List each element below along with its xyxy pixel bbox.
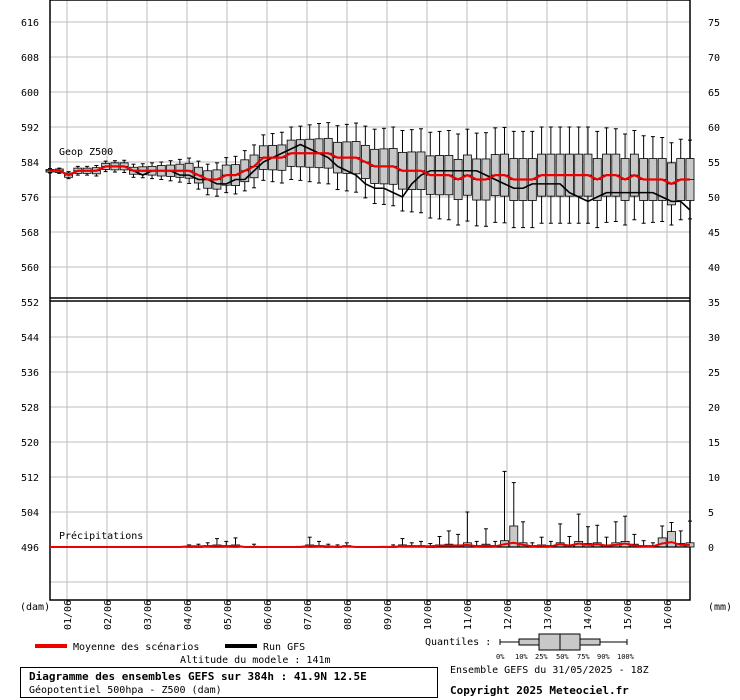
left-tick-label: 520 — [21, 438, 39, 449]
model-altitude: Altitude du modele : 141m — [180, 655, 331, 666]
x-tick-label: 03/06 — [143, 600, 154, 630]
left-tick-label: 504 — [21, 508, 39, 519]
legend-quantile-box — [499, 633, 628, 651]
right-tick-label: 15 — [708, 438, 720, 449]
left-tick-label: 584 — [21, 158, 39, 169]
quantile-tick-label: 90% — [597, 653, 610, 661]
grid — [50, 0, 690, 600]
x-tick-label: 11/06 — [463, 600, 474, 630]
x-tick-label: 14/06 — [583, 600, 594, 630]
x-tick-label: 09/06 — [383, 600, 394, 630]
right-tick-label: 55 — [708, 158, 720, 169]
precip-mean-line — [50, 541, 690, 549]
x-tick-label: 08/06 — [343, 600, 354, 630]
right-tick-label: 65 — [708, 88, 720, 99]
x-tick-label: 16/06 — [663, 600, 674, 630]
right-tick-label: 70 — [708, 53, 720, 64]
left-tick-label: 536 — [21, 368, 39, 379]
x-tick-label: 12/06 — [503, 600, 514, 630]
x-tick-label: 02/06 — [103, 600, 114, 630]
legend-mean-label: Moyenne des scénarios — [73, 641, 199, 653]
quantile-tick-label: 25% — [535, 653, 548, 661]
right-tick-label: 35 — [708, 298, 720, 309]
left-tick-label: 592 — [21, 123, 39, 134]
x-tick-label: 04/06 — [183, 600, 194, 630]
left-tick-label: 568 — [21, 228, 39, 239]
left-tick-label: 576 — [21, 193, 39, 204]
right-tick-label: 75 — [708, 18, 720, 29]
left-tick-label: 560 — [21, 263, 39, 274]
quantile-tick-label: 0% — [496, 653, 505, 661]
x-tick-label: 15/06 — [623, 600, 634, 630]
right-tick-label: 40 — [708, 263, 720, 274]
right-tick-label: 5 — [708, 508, 714, 519]
precip-box — [667, 531, 676, 548]
right-tick-label: 10 — [708, 473, 720, 484]
right-tick-label: 50 — [708, 193, 720, 204]
plot-frame — [49, 0, 691, 601]
lower-panel-marks — [50, 470, 695, 549]
upper-panel-marks — [45, 122, 695, 229]
right-tick-label: 20 — [708, 403, 720, 414]
legend-quantiles-label: Quantiles : — [425, 637, 491, 648]
axis-labels: 01/06 02/06 03/06 04/06 05/06 06/06 07/06 08/06… — [21, 18, 720, 630]
right-tick-label: 45 — [708, 228, 720, 239]
left-tick-label: 552 — [21, 298, 39, 309]
legend-quantile-ticks: 0% 10% 25% 50% 75% 90% 100% — [496, 653, 635, 661]
right-tick-label: 60 — [708, 123, 720, 134]
x-tick-label: 06/06 — [263, 600, 274, 630]
x-tick-label: 01/06 — [63, 600, 74, 630]
chart-title: Diagramme des ensembles GEFS sur 384h : … — [29, 670, 367, 683]
quantile-tick-label: 50% — [556, 653, 569, 661]
left-tick-label: 608 — [21, 53, 39, 64]
upper-panel-label: Geop Z500 — [59, 147, 113, 158]
right-tick-label: 25 — [708, 368, 720, 379]
chart-subtitle: Géopotentiel 500hpa - Z500 (dam) — [29, 685, 222, 696]
x-tick-label: 07/06 — [303, 600, 314, 630]
left-tick-label: 600 — [21, 88, 39, 99]
quantile-tick-label: 100% — [617, 653, 635, 661]
left-tick-label: 528 — [21, 403, 39, 414]
x-tick-label: 13/06 — [543, 600, 554, 630]
title-box: Diagramme des ensembles GEFS sur 384h : … — [20, 667, 438, 698]
right-axis-unit: (mm) — [708, 602, 732, 613]
right-tick-label: 30 — [708, 333, 720, 344]
ensemble-mean-line — [50, 152, 690, 186]
quantile-tick-label: 10% — [515, 653, 528, 661]
left-tick-label: 616 — [21, 18, 39, 29]
lower-panel-label: Précipitations — [59, 530, 143, 542]
copyright: Copyright 2025 Meteociel.fr — [450, 684, 629, 697]
x-tick-label: 10/06 — [423, 600, 434, 630]
quantile-tick-label: 75% — [577, 653, 590, 661]
left-tick-label: 544 — [21, 333, 39, 344]
left-tick-label: 512 — [21, 473, 39, 484]
right-tick-label: 0 — [708, 543, 714, 554]
x-tick-label: 05/06 — [223, 600, 234, 630]
left-tick-label: 496 — [21, 543, 39, 554]
left-axis-unit: (dam) — [20, 602, 50, 613]
plot-border — [49, 0, 691, 601]
run-info: Ensemble GEFS du 31/05/2025 - 18Z — [450, 665, 649, 676]
legend-gfs-label: Run GFS — [263, 642, 305, 653]
